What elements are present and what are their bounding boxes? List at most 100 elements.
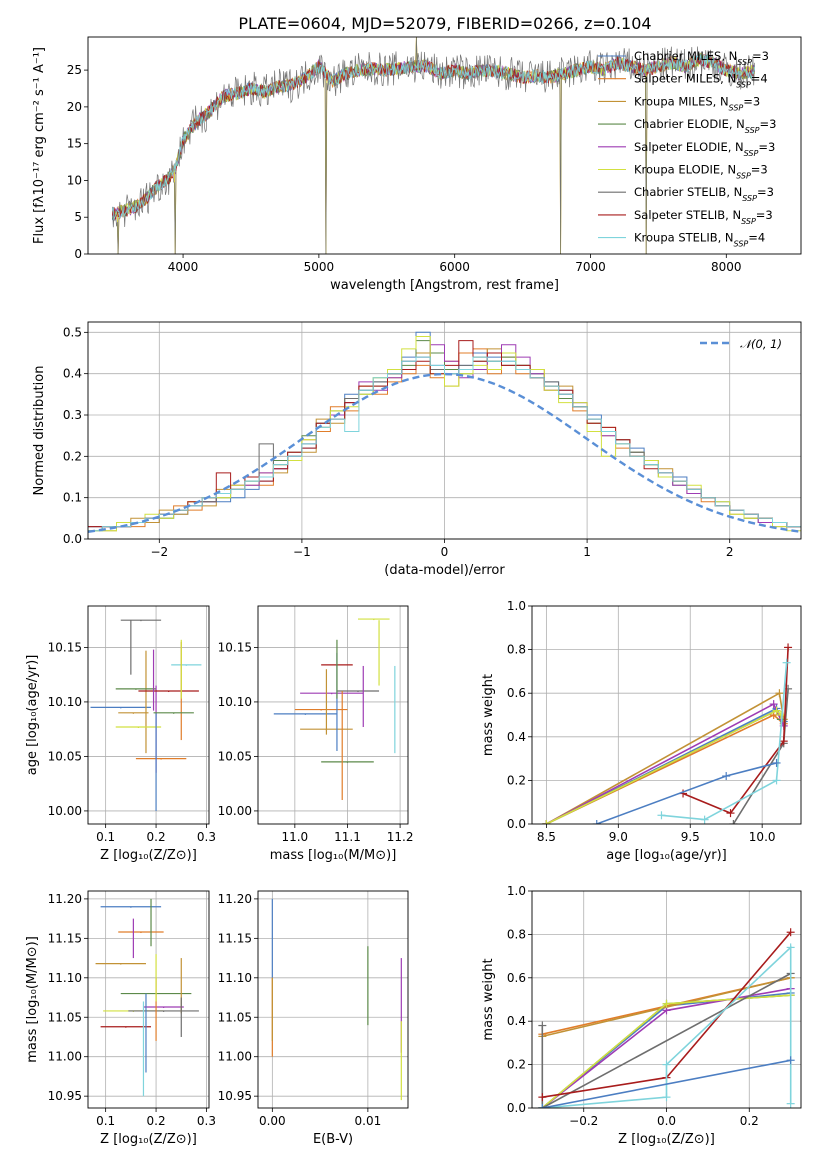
legend-subscript: SSP [745, 126, 760, 135]
legend-tail: =4 [748, 231, 765, 245]
weight-series-2 [546, 714, 785, 824]
y-tick-label: 5 [74, 210, 82, 224]
legend-subscript: SSP [744, 148, 759, 157]
metallicity-weight-panel: −0.2 0.0 0.2 0.0 0.2 0.4 0.6 0.8 1.0 Z [log₁₀(Z/Z… [481, 884, 802, 1147]
y-tick-label: 11.15 [218, 931, 252, 945]
weight-series-9 [661, 662, 788, 821]
y-tick-label: 0.2 [507, 1058, 526, 1072]
y-tick-label: 10.95 [48, 1089, 82, 1103]
x-axis-label: Z [log₁₀(Z/Z⊙)] [100, 848, 197, 863]
y-tick-label: 11.10 [218, 971, 252, 985]
legend-subscript: SSP [729, 103, 744, 112]
x-tick-label: 11.2 [387, 830, 414, 844]
legend-text: Chabrier STELIB, N [634, 185, 742, 199]
axes-frame [87, 890, 210, 1109]
x-tick-label: 9.5 [681, 830, 700, 844]
legend-entry: Chabrier MILES, NSSP=3 [634, 49, 769, 67]
y-tick-label: 10.00 [218, 804, 252, 818]
x-tick-label: 1 [583, 545, 591, 559]
y-tick-label: 11.15 [48, 931, 82, 945]
spectrum-panel: 4000 5000 6000 7000 8000 0 5 10 15 20 25 wavelength… [32, 36, 802, 293]
y-tick-label: 0.5 [63, 325, 82, 339]
x-tick-label: 5000 [304, 260, 335, 274]
legend-entry: 𝒩(0, 1) [740, 337, 782, 351]
x-tick-label: −2 [150, 545, 168, 559]
plot-area [95, 898, 199, 1097]
x-tick-label: 11.1 [334, 830, 361, 844]
x-tick-label: 0.0 [657, 1114, 676, 1128]
y-tick-label: 0.0 [507, 817, 526, 831]
weight-series-7 [541, 972, 792, 1108]
x-axis-label: mass [log₁₀(M/M⊙)] [270, 848, 397, 863]
legend-subscript: SSP [736, 80, 751, 89]
x-tick-label: −0.2 [569, 1114, 598, 1128]
plot-area [271, 898, 402, 1101]
legend-subscript: SSP [734, 239, 749, 248]
residual-histogram-panel: −2 −1 0 1 2 0.0 0.1 0.2 0.3 0.4 0.5 (data-model)/er… [32, 321, 802, 578]
y-tick-label: 0.4 [63, 367, 82, 381]
histogram-series-9 [88, 356, 801, 532]
x-tick-label: 0.3 [197, 1114, 216, 1128]
legend-text: Salpeter STELIB, N [634, 208, 741, 222]
y-tick-label: 0.2 [507, 773, 526, 787]
figure-title: PLATE=0604, MJD=52079, FIBERID=0266, z=0… [238, 14, 651, 33]
y-tick-label: 10.10 [218, 695, 252, 709]
x-tick-label: 9.0 [609, 830, 628, 844]
legend-text: Kroupa ELODIE, N [634, 163, 736, 177]
axes-frame [87, 321, 802, 540]
y-tick-label: 0.4 [507, 1014, 526, 1028]
legend-entry: Chabrier STELIB, NSSP=3 [634, 185, 774, 203]
reddening-mass-panel: 0.00 0.01 10.95 11.00 11.05 11.10 11.15 11.20 E(… [218, 890, 409, 1147]
y-tick-label: 11.10 [48, 971, 82, 985]
legend-subscript: SSP [737, 58, 752, 67]
axes-frame [87, 36, 802, 255]
y-tick-label: 20 [67, 100, 82, 114]
y-tick-label: 0.8 [507, 927, 526, 941]
x-tick-label: 8000 [711, 260, 742, 274]
y-tick-label: 0.4 [507, 730, 526, 744]
y-tick-label: 11.05 [48, 1010, 82, 1024]
spectrum-series-9 [112, 54, 755, 221]
plot-area [88, 331, 801, 533]
y-tick-label: 0.6 [507, 686, 526, 700]
legend-text: Chabrier ELODIE, N [634, 117, 745, 131]
x-tick-label: 4000 [168, 260, 199, 274]
legend-tail: =3 [760, 117, 777, 131]
x-tick-label: −1 [293, 545, 311, 559]
weight-series-7 [732, 688, 789, 824]
axes-frame [87, 605, 210, 825]
normal-curve [88, 372, 801, 533]
y-tick-label: 10.00 [48, 804, 82, 818]
y-tick-label: 11.20 [218, 892, 252, 906]
legend-text: Salpeter MILES, N [634, 72, 736, 86]
y-tick-label: 0.0 [507, 1101, 526, 1115]
y-axis-label: mass weight [481, 674, 496, 756]
mass-age-panel: 11.0 11.1 11.2 10.00 10.05 10.10 10.15 mass [lo… [218, 605, 414, 863]
legend-tail: =3 [758, 140, 775, 154]
y-axis-label: Flux [fλ10⁻¹⁷ erg cm⁻² s⁻¹ A⁻¹] [32, 47, 47, 244]
x-axis-label: (data-model)/error [384, 563, 505, 578]
x-axis-label: wavelength [Angstrom, rest frame] [330, 278, 559, 293]
x-tick-label: 0.00 [259, 1114, 286, 1128]
legend-entry: Salpeter MILES, NSSP=4 [634, 72, 768, 90]
age-weight-panel: 8.5 9.0 9.5 10.0 0.0 0.2 0.4 0.6 0.8 1.0 age [log₁… [481, 599, 802, 863]
x-tick-label: 0.01 [355, 1114, 382, 1128]
legend-entry: Salpeter ELODIE, NSSP=3 [634, 140, 775, 158]
x-tick-label: 0.3 [197, 830, 216, 844]
y-tick-label: 10.15 [218, 640, 252, 654]
spectrum-series-8 [112, 54, 755, 220]
y-tick-label: 1.0 [507, 599, 526, 613]
y-tick-label: 10.05 [218, 749, 252, 763]
plot-area [538, 928, 795, 1108]
y-tick-label: 10.95 [218, 1089, 252, 1103]
legend-text: Salpeter ELODIE, N [634, 140, 744, 154]
y-tick-label: 11.05 [218, 1010, 252, 1024]
x-tick-label: 7000 [575, 260, 606, 274]
plot-area [273, 618, 396, 801]
legend-subscript: SSP [742, 194, 757, 203]
y-tick-label: 10.05 [48, 749, 82, 763]
y-axis-label: age [log₁₀(age/yr)] [25, 655, 40, 776]
legend-entry: Chabrier ELODIE, NSSP=3 [634, 117, 776, 135]
legend-tail: =3 [756, 208, 773, 222]
